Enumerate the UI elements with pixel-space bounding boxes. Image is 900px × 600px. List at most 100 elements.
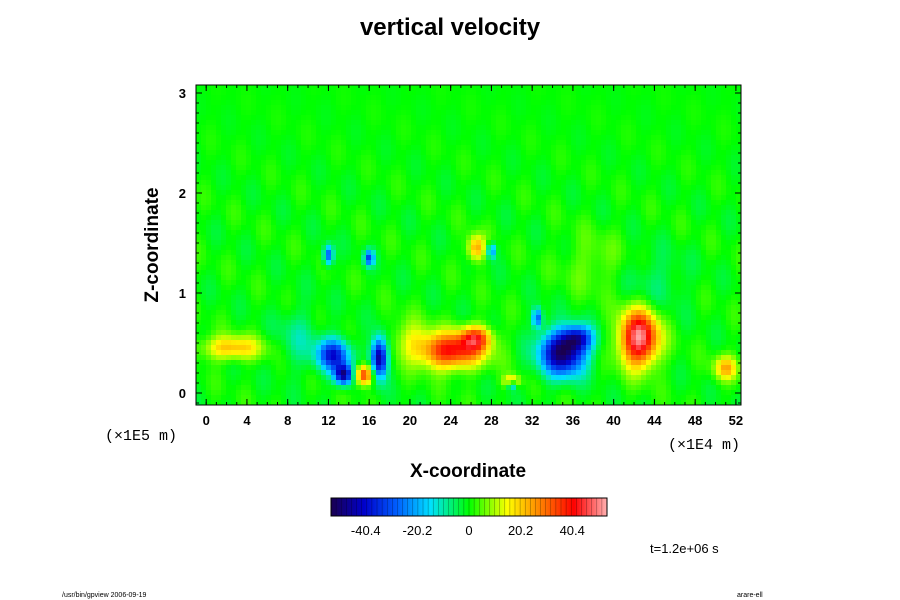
heat-cell — [736, 255, 741, 261]
heat-cell — [421, 180, 427, 186]
heat-cell — [466, 290, 472, 296]
heat-cell — [521, 180, 527, 186]
heat-cell — [486, 220, 492, 226]
heat-cell — [261, 160, 267, 166]
heat-cell — [391, 215, 397, 221]
heat-cell — [386, 310, 392, 316]
heat-cell — [211, 280, 217, 286]
heat-cell — [401, 255, 407, 261]
heat-cell — [706, 275, 712, 281]
heat-cell — [541, 265, 547, 271]
heat-cell — [326, 235, 332, 241]
heat-cell — [531, 130, 537, 136]
heat-cell — [441, 260, 447, 266]
heat-cell — [231, 290, 237, 296]
heat-cell — [456, 90, 462, 96]
heat-cell — [241, 295, 247, 301]
heat-cell — [301, 220, 307, 226]
heat-cell — [681, 275, 687, 281]
heat-cell — [341, 205, 347, 211]
heat-cell — [506, 230, 512, 236]
heat-cell — [311, 240, 317, 246]
heat-cell — [291, 180, 297, 186]
heat-cell — [511, 200, 517, 206]
heat-cell — [681, 120, 687, 126]
heat-cell — [306, 190, 312, 196]
heat-cell — [416, 200, 422, 206]
heat-cell — [486, 85, 492, 91]
heat-cell — [276, 200, 282, 206]
heat-cell — [356, 135, 362, 141]
heat-cell — [526, 265, 532, 271]
heat-cell — [521, 190, 527, 196]
heat-cell — [361, 180, 367, 186]
heat-cell — [516, 95, 522, 101]
heat-cell — [351, 250, 357, 256]
heat-cell — [286, 85, 292, 91]
heat-cell — [391, 90, 397, 96]
heat-cell — [671, 175, 677, 181]
heat-cell — [726, 285, 732, 291]
heat-cell — [691, 145, 697, 151]
heat-cell — [331, 165, 337, 171]
heat-cell — [666, 85, 672, 91]
heat-cell — [476, 220, 482, 226]
heat-cell — [671, 145, 677, 151]
heat-cell — [616, 235, 622, 241]
heat-cell — [291, 105, 297, 111]
heat-cell — [206, 290, 212, 296]
heat-cell — [471, 250, 477, 256]
heat-cell — [326, 295, 332, 301]
heat-cell — [206, 255, 212, 261]
heat-cell — [261, 95, 267, 101]
heat-cell — [366, 170, 372, 176]
heat-cell — [681, 170, 687, 176]
heat-cell — [451, 230, 457, 236]
heat-cell — [491, 285, 497, 291]
heat-cell — [371, 205, 377, 211]
heat-cell — [386, 265, 392, 271]
heat-cell — [341, 210, 347, 216]
heat-cell — [571, 205, 577, 211]
heat-cell — [576, 90, 582, 96]
heat-cell — [356, 235, 362, 241]
heat-cell — [436, 210, 442, 216]
heat-cell — [261, 295, 267, 301]
heat-cell — [531, 205, 537, 211]
heat-cell — [516, 185, 522, 191]
heat-cell — [526, 150, 532, 156]
heat-cell — [306, 175, 312, 181]
heat-cell — [251, 260, 257, 266]
heat-cell — [421, 270, 427, 276]
heat-cell — [241, 290, 247, 296]
heat-cell — [586, 275, 592, 281]
heat-cell — [266, 145, 272, 151]
heat-cell — [616, 90, 622, 96]
heat-cell — [511, 195, 517, 201]
heat-cell — [416, 125, 422, 131]
heat-cell — [466, 225, 472, 231]
heat-cell — [391, 175, 397, 181]
heat-cell — [486, 200, 492, 206]
heat-cell — [376, 170, 382, 176]
heat-cell — [531, 285, 537, 291]
heat-cell — [336, 290, 342, 296]
heat-cell — [471, 215, 477, 221]
heat-cell — [361, 300, 367, 306]
heat-cell — [686, 115, 692, 121]
heat-cell — [526, 180, 532, 186]
heat-cell — [376, 240, 382, 246]
heat-cell — [306, 120, 312, 126]
heat-cell — [716, 250, 722, 256]
heat-cell — [691, 195, 697, 201]
heat-cell — [696, 110, 702, 116]
heat-cell — [271, 275, 277, 281]
heat-cell — [491, 205, 497, 211]
heat-cell — [411, 225, 417, 231]
heat-cell — [666, 115, 672, 121]
heat-cell — [296, 145, 302, 151]
heat-cell — [536, 210, 542, 216]
heat-cell — [691, 185, 697, 191]
heat-cell — [706, 105, 712, 111]
heat-cell — [526, 280, 532, 286]
